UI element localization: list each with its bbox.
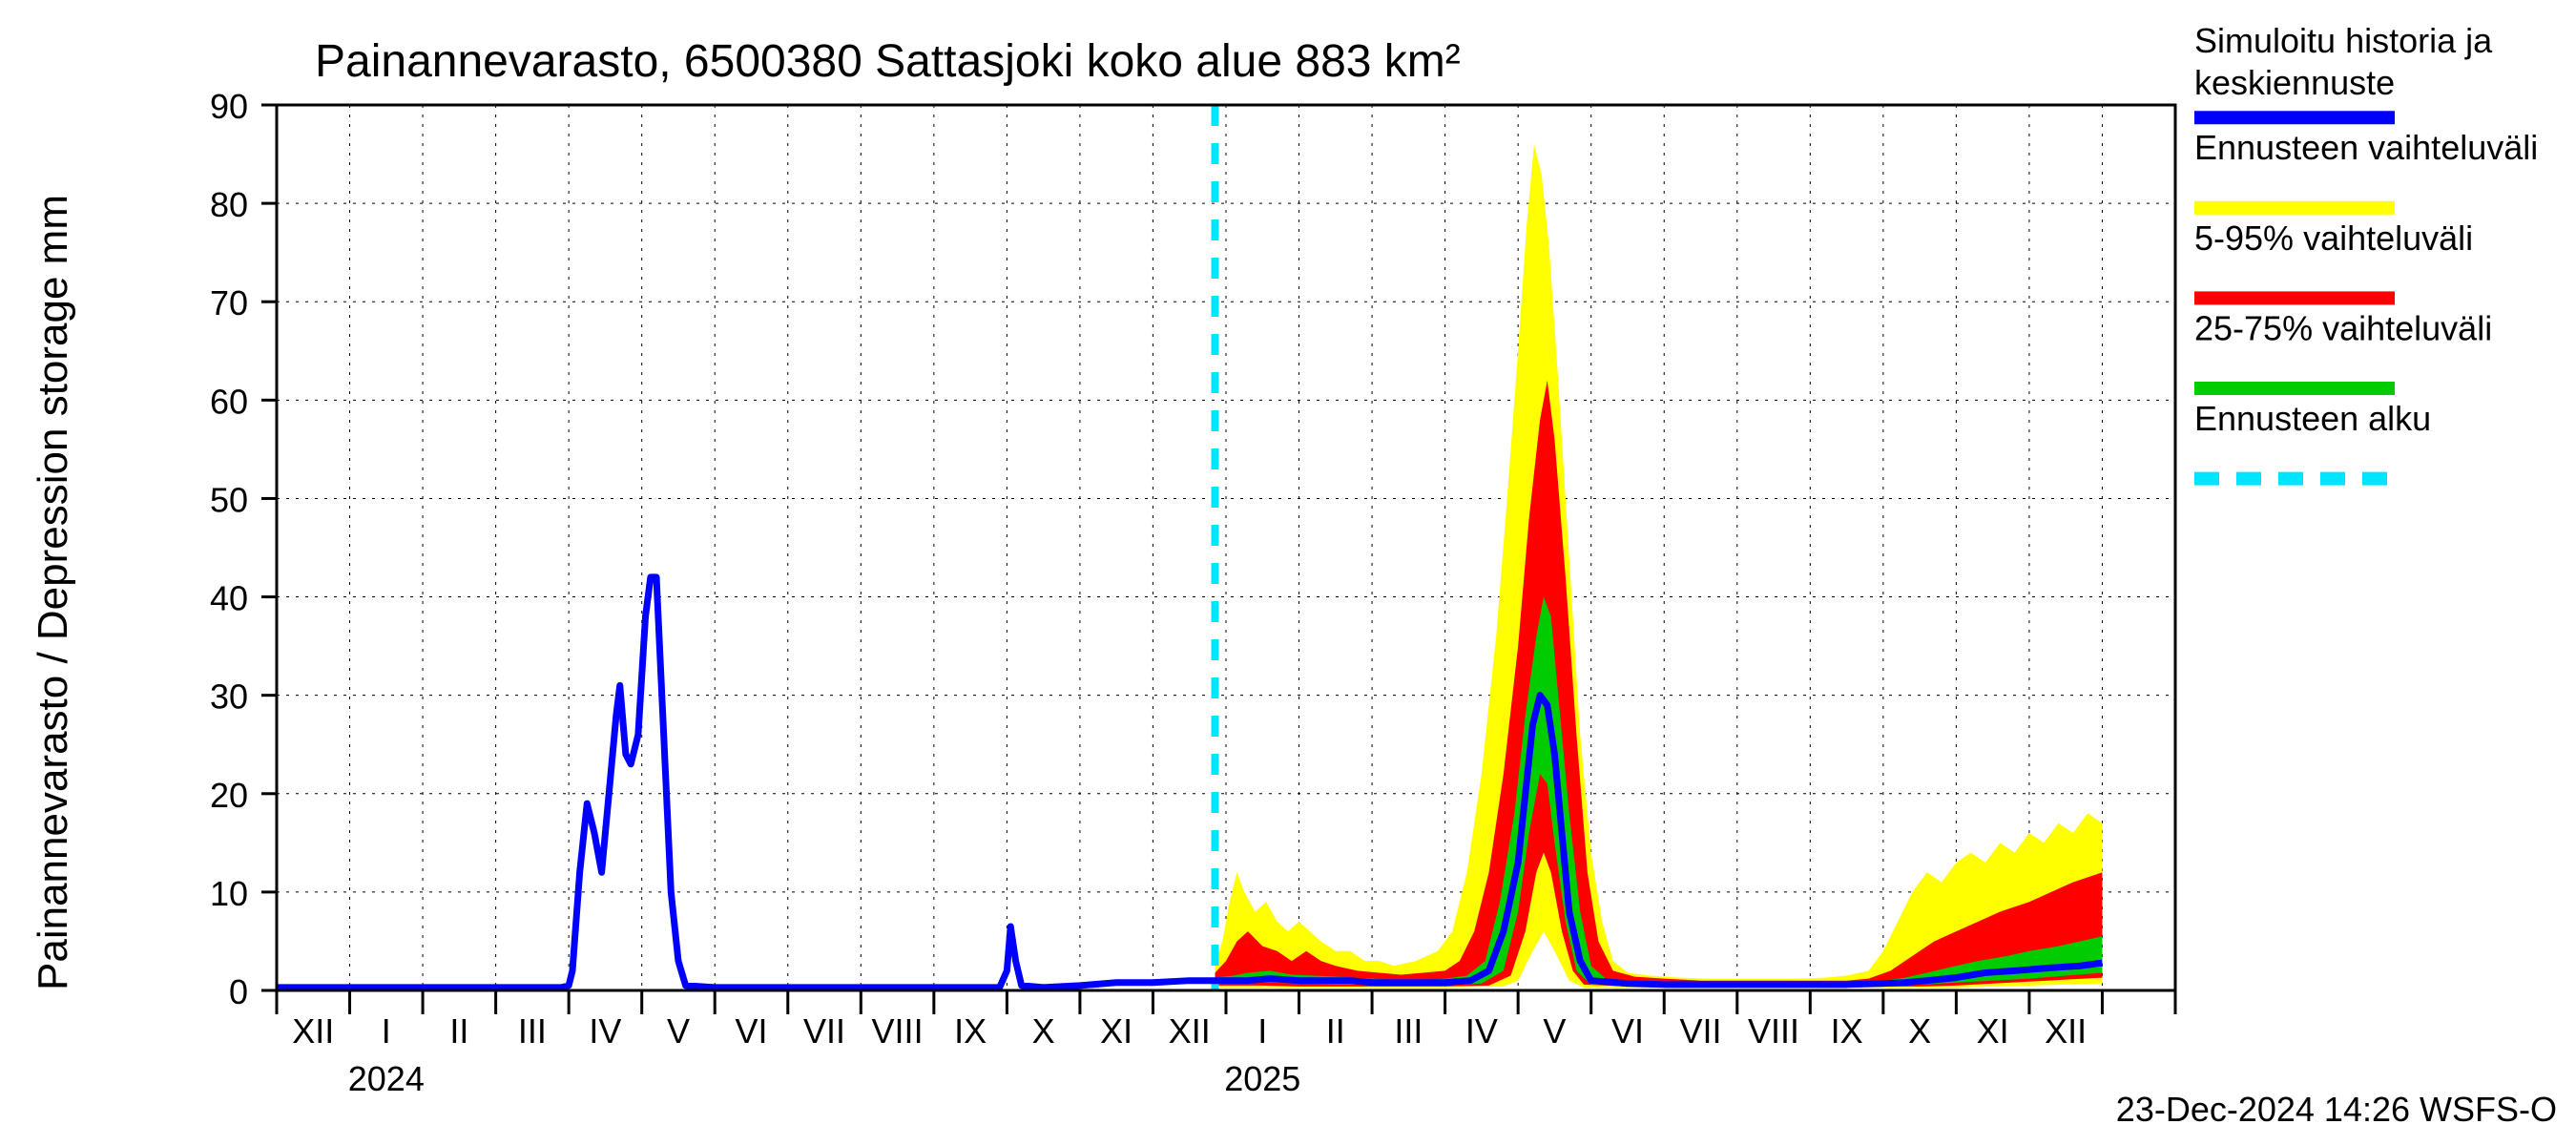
xtick-label: III: [518, 1011, 547, 1051]
legend-label: keskiennuste: [2194, 63, 2395, 102]
depression-storage-chart: 0102030405060708090XIIIIIIIIIVVVIVIIVIII…: [0, 0, 2576, 1145]
xtick-label: II: [1326, 1011, 1345, 1051]
xtick-label: II: [449, 1011, 468, 1051]
ytick-label: 20: [210, 776, 248, 815]
xtick-label: X: [1032, 1011, 1055, 1051]
ytick-label: 40: [210, 579, 248, 618]
xtick-label: XI: [1100, 1011, 1132, 1051]
chart-title: Painannevarasto, 6500380 Sattasjoki koko…: [315, 36, 1461, 87]
ytick-label: 50: [210, 480, 248, 519]
legend-label: Simuloitu historia ja: [2194, 21, 2493, 60]
legend-label: Ennusteen alku: [2194, 399, 2431, 438]
xtick-label: VI: [1611, 1011, 1644, 1051]
legend-label: 5-95% vaihteluväli: [2194, 219, 2473, 258]
ytick-label: 70: [210, 283, 248, 323]
xtick-label: XII: [292, 1011, 334, 1051]
xtick-label: I: [382, 1011, 391, 1051]
xtick-label: VIII: [872, 1011, 924, 1051]
xtick-label: X: [1908, 1011, 1931, 1051]
xtick-label: VI: [735, 1011, 767, 1051]
ytick-label: 10: [210, 874, 248, 913]
legend-swatch-band: [2194, 291, 2395, 304]
xtick-label: VII: [803, 1011, 845, 1051]
xtick-label: XII: [1169, 1011, 1211, 1051]
xtick-label: V: [1543, 1011, 1566, 1051]
legend-swatch-band: [2194, 201, 2395, 215]
xtick-label: VIII: [1748, 1011, 1799, 1051]
ytick-label: 80: [210, 185, 248, 224]
legend-label: Ennusteen vaihteluväli: [2194, 128, 2538, 167]
xtick-label: I: [1257, 1011, 1267, 1051]
xtick-label: IX: [954, 1011, 987, 1051]
ytick-label: 90: [210, 87, 248, 126]
chart-footer: 23-Dec-2024 14:26 WSFS-O: [2116, 1090, 2557, 1129]
ytick-label: 0: [229, 972, 248, 1011]
ytick-label: 30: [210, 677, 248, 717]
y-axis-label: Painannevarasto / Depression storage mm: [30, 195, 76, 990]
xtick-label: V: [667, 1011, 690, 1051]
ytick-label: 60: [210, 382, 248, 421]
xtick-label: XII: [2045, 1011, 2087, 1051]
xtick-label: VII: [1679, 1011, 1721, 1051]
legend-swatch-band: [2194, 382, 2395, 395]
xtick-label: III: [1394, 1011, 1423, 1051]
year-label: 2025: [1224, 1059, 1300, 1098]
xtick-label: IV: [589, 1011, 621, 1051]
xtick-label: IX: [1831, 1011, 1863, 1051]
chart-svg: 0102030405060708090XIIIIIIIIIVVVIVIIVIII…: [0, 0, 2576, 1145]
xtick-label: XI: [1977, 1011, 2009, 1051]
xtick-label: IV: [1465, 1011, 1498, 1051]
legend-label: 25-75% vaihteluväli: [2194, 308, 2492, 347]
year-label: 2024: [348, 1059, 425, 1098]
